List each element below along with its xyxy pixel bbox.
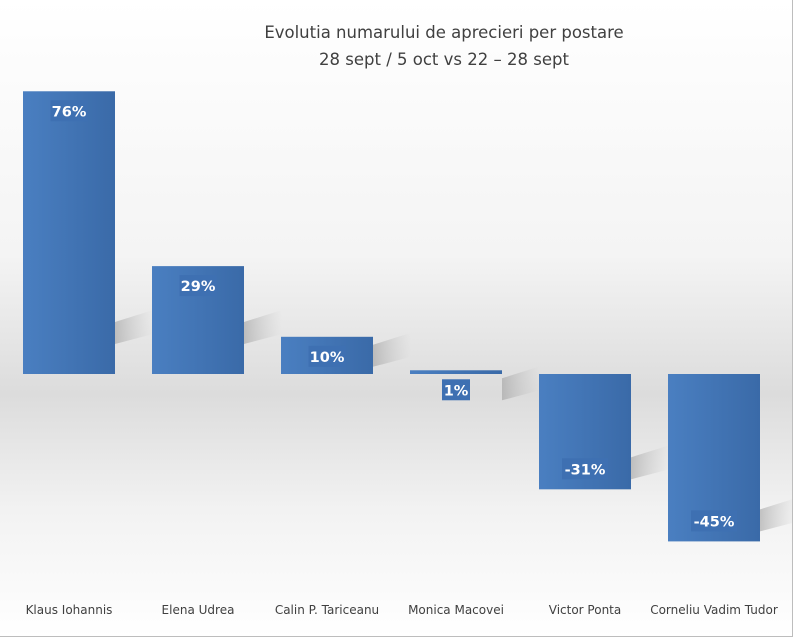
data-label: 29% (181, 279, 216, 295)
bar-shadow (115, 310, 153, 344)
category-label: Elena Udrea (162, 603, 235, 617)
data-label-box (562, 458, 608, 480)
bar-shadow (631, 445, 669, 480)
chart-title: Evolutia numarului de aprecieri per post… (264, 23, 624, 42)
bar-shadow (244, 310, 282, 344)
data-label: -31% (565, 462, 606, 478)
data-label-box (308, 345, 346, 367)
data-label-box (691, 510, 737, 532)
category-label: Victor Ponta (549, 603, 622, 617)
category-label: Klaus Iohannis (26, 603, 113, 617)
data-label: 10% (310, 350, 345, 366)
bar-monica-macovei (410, 370, 502, 374)
data-label-box (442, 379, 470, 401)
bar-shadow (760, 498, 793, 532)
data-label-box (179, 275, 217, 297)
data-label-box (50, 100, 88, 122)
bar-klaus-iohannis (23, 91, 115, 374)
category-label: Calin P. Tariceanu (275, 603, 379, 617)
bar-shadow (502, 366, 540, 401)
category-label: Corneliu Vadim Tudor (650, 603, 778, 617)
data-label: 1% (444, 383, 469, 399)
data-label: 76% (52, 104, 87, 120)
category-label: Monica Macovei (408, 603, 504, 617)
data-label: -45% (694, 514, 735, 530)
bar-shadow (373, 332, 411, 367)
chart-subtitle: 28 sept / 5 oct vs 22 – 28 sept (319, 50, 569, 69)
